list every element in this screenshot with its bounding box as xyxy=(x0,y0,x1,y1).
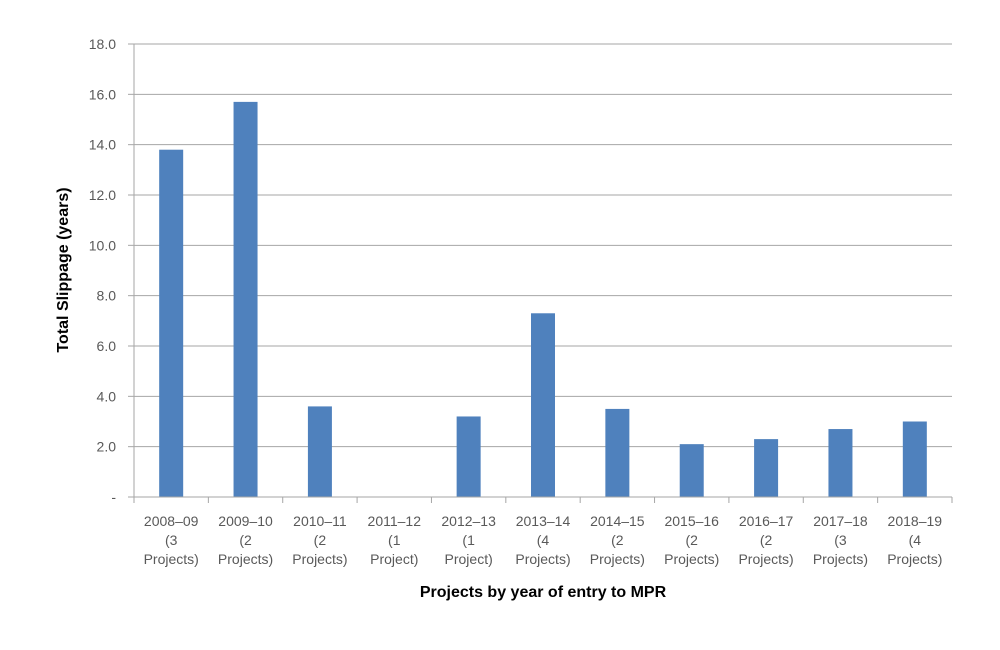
x-tick-label: 2010–11 (2 Projects) xyxy=(292,513,347,567)
y-tick-label: 6.0 xyxy=(97,338,117,354)
x-tick-label: 2018–19 (4 Projects) xyxy=(887,513,942,567)
bar xyxy=(754,439,779,497)
x-tick-label-line: 2012–13 xyxy=(441,513,496,529)
x-tick-label-line: 2011–12 xyxy=(368,513,422,529)
axes xyxy=(128,43,953,503)
bar xyxy=(159,149,184,497)
y-tick-label: - xyxy=(111,489,116,505)
x-tick-label-line: 2017–18 xyxy=(813,513,868,529)
x-tick-label-line: Projects) xyxy=(144,551,199,567)
y-tick-label: 2.0 xyxy=(97,439,117,455)
y-tick-label: 16.0 xyxy=(89,86,116,102)
x-tick-label-line: 2010–11 xyxy=(293,513,347,529)
x-tick-label-line: Projects) xyxy=(590,551,645,567)
x-tick-label-line: (2 xyxy=(686,532,699,548)
bar xyxy=(531,313,555,497)
x-tick-label-line: (1 xyxy=(388,532,401,548)
x-tick-label-line: (1 xyxy=(462,532,475,548)
x-tick-label-line: Projects) xyxy=(218,551,273,567)
x-tick-label-line: Project) xyxy=(445,551,493,567)
y-tick-label: 18.0 xyxy=(89,36,116,52)
bar xyxy=(456,416,481,497)
x-tick-label-line: (4 xyxy=(537,532,550,548)
x-tick-label-line: (3 xyxy=(165,532,178,548)
x-tick-label-line: (2 xyxy=(760,532,773,548)
x-tick-label-line: (2 xyxy=(611,532,624,548)
x-tick-label-line: (2 xyxy=(314,532,327,548)
bar xyxy=(828,429,853,497)
x-tick-label-line: 2014–15 xyxy=(590,513,645,529)
x-tick-label: 2011–12 (1 Project) xyxy=(368,513,422,567)
y-tick-label: 12.0 xyxy=(89,187,116,203)
x-tick-label-line: Projects) xyxy=(887,551,942,567)
bar xyxy=(679,444,704,497)
y-axis-title: Total Slippage (years) xyxy=(55,187,72,352)
y-tick-label: 4.0 xyxy=(97,388,117,404)
x-tick-label-line: 2015–16 xyxy=(664,513,719,529)
x-tick-label: 2012–13 (1 Project) xyxy=(441,513,496,567)
x-tick-label: 2009–10 (2 Projects) xyxy=(218,513,273,567)
y-tick-labels: - 2.0 4.0 6.0 8.0 10.0 12.0 14.0 16.0 18.0 xyxy=(89,36,117,505)
x-tick-labels: 2008–09 (3 Projects)2009–10 (2 Projects)2010… xyxy=(144,513,943,567)
x-tick-label-line: Projects) xyxy=(813,551,868,567)
x-tick-label-line: Projects) xyxy=(515,551,570,567)
bar xyxy=(902,421,927,497)
x-tick-label-line: 2013–14 xyxy=(516,513,571,529)
gridlines xyxy=(134,43,952,448)
x-tick-label: 2008–09 (3 Projects) xyxy=(144,513,199,567)
y-tick-label: 14.0 xyxy=(89,137,116,153)
x-tick-label: 2015–16 (2 Projects) xyxy=(664,513,719,567)
x-tick-label-line: (3 xyxy=(834,532,847,548)
y-tick-label: 10.0 xyxy=(89,237,116,253)
x-tick-label-line: 2009–10 xyxy=(218,513,273,529)
x-tick-label: 2014–15 (2 Projects) xyxy=(590,513,645,567)
x-tick-label-line: Projects) xyxy=(292,551,347,567)
x-tick-label-line: (4 xyxy=(909,532,922,548)
x-axis-title: Projects by year of entry to MPR xyxy=(420,584,667,601)
x-tick-label-line: 2016–17 xyxy=(739,513,794,529)
x-tick-label: 2016–17 (2 Projects) xyxy=(738,513,793,567)
x-tick-label-line: 2008–09 xyxy=(144,513,199,529)
bar xyxy=(233,101,258,497)
bar xyxy=(605,408,630,497)
x-tick-label: 2013–14 (4 Projects) xyxy=(515,513,570,567)
x-tick-label-line: Project) xyxy=(370,551,418,567)
bars xyxy=(159,101,927,497)
x-tick-label-line: Projects) xyxy=(664,551,719,567)
bar xyxy=(307,406,332,497)
x-tick-label-line: 2018–19 xyxy=(888,513,943,529)
x-tick-label-line: Projects) xyxy=(738,551,793,567)
x-tick-label: 2017–18 (3 Projects) xyxy=(813,513,868,567)
y-tick-label: 8.0 xyxy=(97,288,117,304)
x-tick-label-line: (2 xyxy=(239,532,252,548)
